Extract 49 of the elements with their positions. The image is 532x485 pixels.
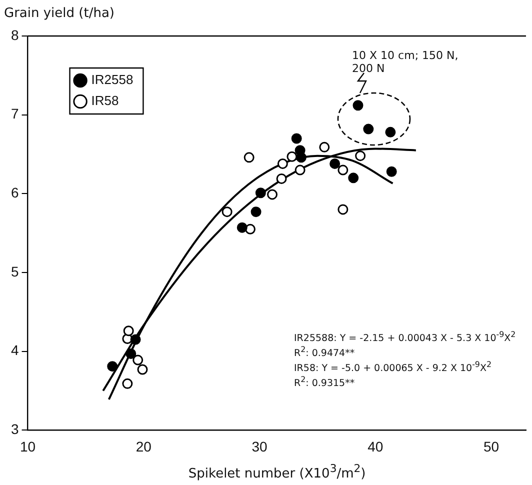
x-tick-label: 30 [252,438,268,454]
point [352,100,364,111]
point [385,126,396,138]
point [277,158,288,169]
point [244,152,254,163]
y-tick-label: 7 [10,106,19,122]
point [255,188,266,198]
point [126,348,136,359]
annotation: IR25588: Y = -2.15 + 0.00043 X - 5.3 X 10$^{-9}$X$^{2}$ [294,330,516,344]
annotation: R$^{2}$: 0.9315** [294,375,355,390]
point [132,354,144,366]
point [236,222,248,233]
legend-label: IR2558 [91,72,134,88]
point [222,206,232,218]
x-tick-label: 40 [368,438,384,454]
point [122,378,133,389]
point [294,164,306,176]
point [338,204,348,215]
y-tick-label: 4 [10,342,19,358]
annotation: R$^{2}$: 0.9474** [294,345,355,360]
y-tick-label: 3 [10,421,19,438]
point [296,152,306,163]
legend-label: IR58 [91,93,119,108]
y-axis-title: Grain yield (t/ha) [4,6,114,21]
point [291,133,302,144]
point [363,124,374,134]
point [348,172,359,184]
point [276,173,287,184]
point [107,361,118,372]
point [250,206,262,218]
point [267,189,278,200]
point [386,166,397,177]
x-tick-label: 10 [20,438,36,454]
annotation: 10 X 10 cm; 150 N, 200 N [352,48,460,75]
point [338,164,348,176]
point [286,151,298,162]
point [355,150,366,162]
x-tick-label: 50 [483,438,500,454]
annotation: IR58: Y = -5.0 + 0.00065 X - 9.2 X 10$^{-9}$X$^{2}$ [294,360,492,374]
point [137,364,148,375]
x-axis-title: Spikelet number (X10$^{3}$/m$^{2}$) [188,462,366,482]
y-tick-label: 8 [10,26,19,43]
y-tick-label: 5 [10,263,19,280]
point [330,158,340,169]
point [319,142,330,152]
point [123,326,134,336]
x-tick-label: 20 [136,438,152,454]
y-tick-label: 6 [10,184,19,201]
point [130,334,141,345]
